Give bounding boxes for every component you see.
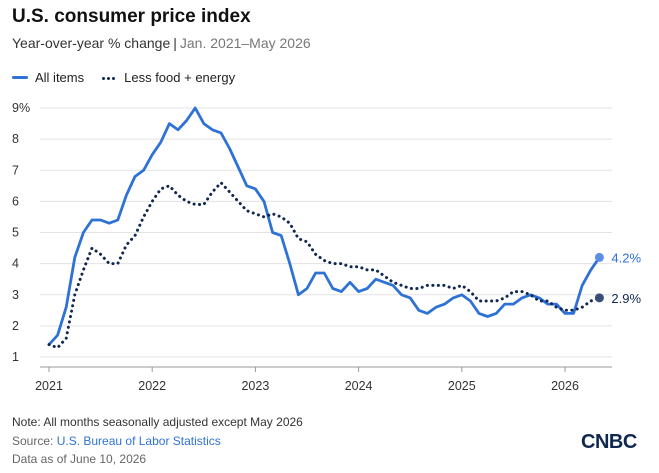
- y-tick-label: 5: [12, 226, 19, 240]
- legend-label-all-items: All items: [35, 70, 85, 85]
- legend-item-all-items: All items: [12, 70, 84, 85]
- y-tick-label: 6: [12, 194, 19, 208]
- y-tick-label: 1: [12, 350, 19, 364]
- y-tick-label: 3: [12, 288, 19, 302]
- subtitle-range: Jan. 2021–May 2026: [179, 35, 311, 51]
- source-prefix: Source:: [12, 434, 57, 448]
- legend-swatch-dotted: [102, 70, 117, 85]
- end-label-all-items: 4.2%: [611, 250, 641, 265]
- chart-note: Note: All months seasonally adjusted exc…: [12, 415, 303, 429]
- cnbc-logo: CNBC: [581, 431, 637, 453]
- x-tick-label: 2024: [345, 379, 373, 393]
- subtitle-main: Year-over-year % change: [12, 35, 171, 51]
- legend-item-core: Less food + energy: [102, 70, 235, 85]
- x-tick-label: 2023: [241, 379, 269, 393]
- y-tick-label: 4: [12, 257, 19, 271]
- series-line-core: [47, 181, 601, 350]
- source-link[interactable]: U.S. Bureau of Labor Statistics: [56, 434, 221, 448]
- y-tick-label: 7: [12, 163, 19, 177]
- x-tick-label: 2026: [551, 379, 579, 393]
- x-tick-label: 2022: [138, 379, 166, 393]
- chart-subtitle: Year-over-year % change | Jan. 2021–May 20…: [12, 35, 311, 51]
- data-as-of: Data as of June 10, 2026: [12, 452, 147, 466]
- chart-title: U.S. consumer price index: [12, 6, 251, 27]
- series-line-all-items: [47, 106, 601, 347]
- end-point-core: [594, 293, 604, 303]
- x-tick-label: 2025: [448, 379, 476, 393]
- legend-label-core: Less food + energy: [124, 70, 236, 85]
- chart-legend: All items Less food + energy: [12, 70, 253, 85]
- y-tick-label: 9%: [12, 101, 30, 115]
- y-tick-label: 2: [12, 319, 19, 333]
- x-tick-label: 2021: [35, 379, 63, 393]
- y-tick-label: 8: [12, 132, 19, 146]
- legend-swatch-solid: [12, 76, 28, 79]
- end-label-core: 2.9%: [611, 291, 641, 306]
- subtitle-separator: |: [173, 35, 177, 51]
- chart-source: Source: U.S. Bureau of Labor Statistics: [12, 434, 221, 448]
- end-point-all-items: [594, 252, 604, 262]
